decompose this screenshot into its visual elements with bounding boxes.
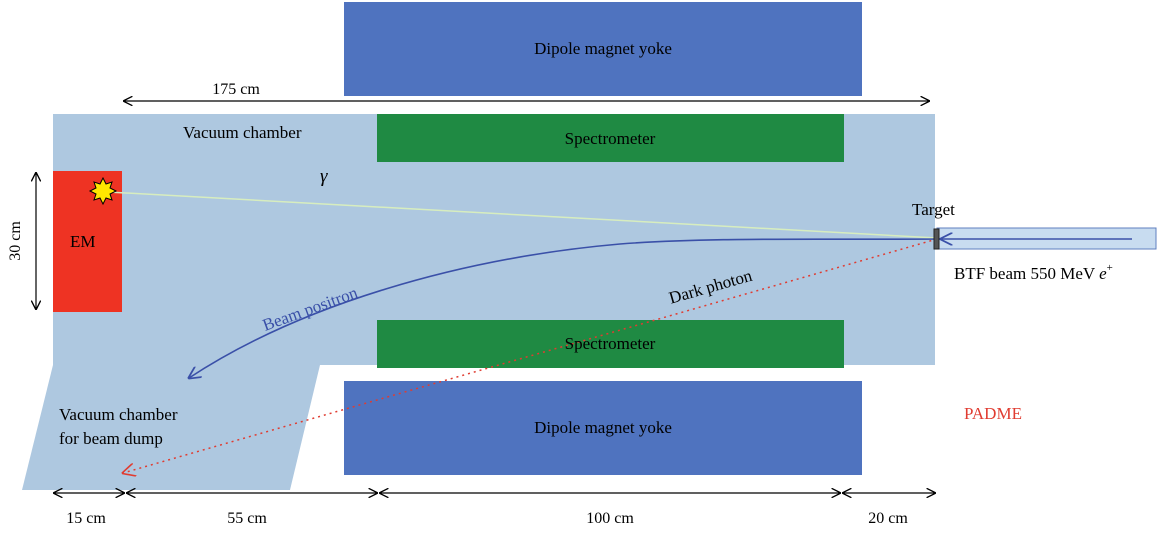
- yoke-top-label: Dipole magnet yoke: [534, 39, 672, 58]
- dimension-label-175: 175 cm: [212, 81, 260, 98]
- dimension-label-15: 15 cm: [66, 510, 106, 527]
- dimension-label-100: 100 cm: [586, 510, 634, 527]
- dump-chamber-label-1: Vacuum chamber: [59, 405, 178, 424]
- beam-label: BTF beam 550 MeV e+: [954, 262, 1113, 283]
- beam-positron-track: [189, 238, 938, 378]
- dimension-label-20: 20 cm: [868, 510, 908, 527]
- em-label: EM: [70, 232, 96, 251]
- beam-dump-chamber: [22, 365, 320, 490]
- target-label: Target: [912, 200, 955, 219]
- spectrometer-bottom-label: Spectrometer: [565, 334, 656, 353]
- yoke-bottom-label: Dipole magnet yoke: [534, 418, 672, 437]
- gamma-line: [107, 191, 938, 239]
- spectrometer-top: [377, 114, 844, 162]
- hit-burst-icon: [88, 176, 118, 206]
- dimension-label-55: 55 cm: [227, 510, 267, 527]
- target: [933, 228, 940, 250]
- dipole-yoke-top: [344, 2, 862, 96]
- vacuum-chamber-label: Vacuum chamber: [183, 123, 302, 142]
- padme-label: PADME: [964, 404, 1022, 423]
- dipole-yoke-bottom: [344, 381, 862, 475]
- dimension-label-30: 30 cm: [7, 221, 24, 261]
- gamma-label: γ: [320, 166, 328, 187]
- spectrometer-top-label: Spectrometer: [565, 129, 656, 148]
- dump-chamber-label-2: for beam dump: [59, 429, 163, 448]
- spectrometer-bottom: [377, 320, 844, 368]
